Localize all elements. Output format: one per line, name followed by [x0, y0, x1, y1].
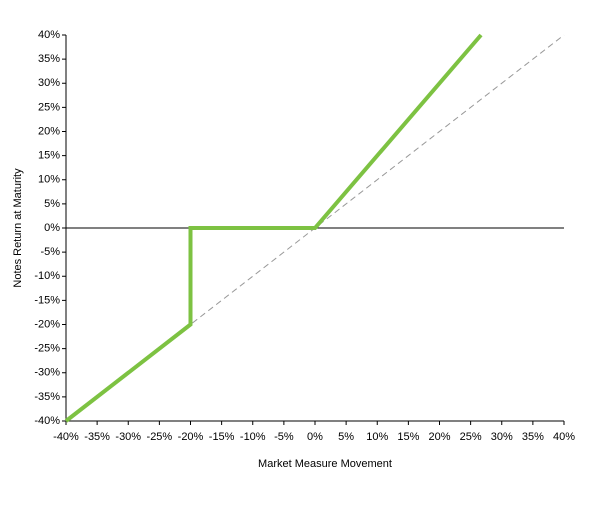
y-tick-label: 5% [44, 198, 60, 210]
y-tick-label: 25% [38, 101, 60, 113]
x-tick-label: -10% [240, 431, 266, 443]
y-tick-label: -15% [34, 294, 60, 306]
x-tick-label: 15% [397, 431, 419, 443]
y-tick-label: -40% [34, 415, 60, 427]
y-tick-label: 40% [38, 29, 60, 41]
x-tick-label: -15% [209, 431, 235, 443]
y-tick-label: 20% [38, 125, 60, 137]
x-tick-label: -5% [274, 431, 294, 443]
x-tick-label: 10% [366, 431, 388, 443]
x-tick-label: 35% [522, 431, 544, 443]
x-tick-label: 25% [460, 431, 482, 443]
y-tick-label: -30% [34, 367, 60, 379]
x-tick-label: 0% [307, 431, 323, 443]
y-tick-label: -35% [34, 391, 60, 403]
x-tick-label: -40% [53, 431, 79, 443]
y-tick-label: 30% [38, 77, 60, 89]
x-tick-label: -30% [115, 431, 141, 443]
y-tick-label: -5% [40, 246, 60, 258]
y-tick-label: -10% [34, 270, 60, 282]
x-tick-label: 30% [491, 431, 513, 443]
y-axis-label: Notes Return at Maturity [12, 168, 24, 288]
x-tick-label: 5% [338, 431, 354, 443]
x-tick-label: 40% [553, 431, 575, 443]
x-axis-label: Market Measure Movement [258, 458, 392, 470]
y-tick-label: 15% [38, 150, 60, 162]
y-tick-label: 0% [44, 222, 60, 234]
x-tick-label: -25% [147, 431, 173, 443]
y-tick-label: -25% [34, 343, 60, 355]
payoff-line [64, 33, 483, 423]
y-tick-label: 35% [38, 53, 60, 65]
y-tick-label: 10% [38, 174, 60, 186]
x-tick-label: 20% [428, 431, 450, 443]
x-tick-label: -35% [84, 431, 110, 443]
x-tick-label: -20% [178, 431, 204, 443]
y-tick-label: -20% [34, 318, 60, 330]
